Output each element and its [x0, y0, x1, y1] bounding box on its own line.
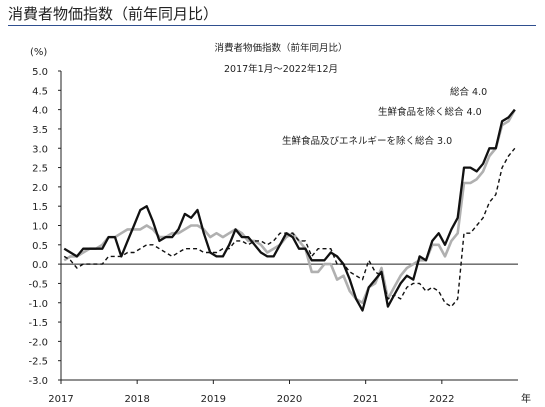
annotation-core-core: 生鮮食品及びエネルギーを除く総合 3.0 [282, 135, 452, 147]
heading-divider [8, 25, 536, 26]
series-line-total [63, 108, 516, 312]
y-tick-label: -3.0 [28, 376, 48, 387]
y-tick-label: 2.5 [32, 164, 48, 175]
annotation-total: 総合 4.0 [450, 86, 487, 98]
x-tick-label: 2020 [277, 394, 302, 405]
y-tick-label: -2.5 [28, 357, 48, 368]
x-tick-label: 2017 [48, 394, 73, 405]
y-tick-label: 3.5 [32, 125, 48, 136]
x-axis-unit-label: 年 [521, 392, 531, 405]
y-tick-label: -1.0 [28, 299, 48, 310]
x-tick-label: 2022 [429, 394, 454, 405]
y-tick-label: 2.0 [32, 183, 48, 194]
chart-title: 消費者物価指数（前年同月比） [214, 42, 347, 54]
y-tick-label: -2.0 [28, 337, 48, 348]
y-tick-label: 0.5 [32, 241, 48, 252]
x-tick-label: 2019 [201, 394, 226, 405]
y-tick-label: 0.0 [32, 260, 48, 271]
y-tick-label: 3.0 [32, 144, 48, 155]
y-tick-label: 1.5 [32, 202, 48, 213]
x-tick-label: 2021 [353, 394, 378, 405]
y-axis-unit-label: (%) [30, 47, 47, 58]
x-tick-label: 2018 [124, 394, 149, 405]
page-heading: 消費者物価指数（前年同月比） [8, 5, 219, 23]
y-tick-label: 1.0 [32, 222, 48, 233]
y-tick-label: 5.0 [32, 67, 48, 78]
annotation-core: 生鮮食品を除く総合 4.0 [378, 106, 482, 118]
series-line-excl-fresh-food-energy [63, 147, 516, 308]
y-tick-label: 4.5 [32, 86, 48, 97]
y-tick-label: 4.0 [32, 106, 48, 117]
y-tick-label: -0.5 [28, 279, 48, 290]
y-tick-label: -1.5 [28, 318, 48, 329]
chart-subtitle: 2017年1月～2022年12月 [224, 63, 338, 75]
